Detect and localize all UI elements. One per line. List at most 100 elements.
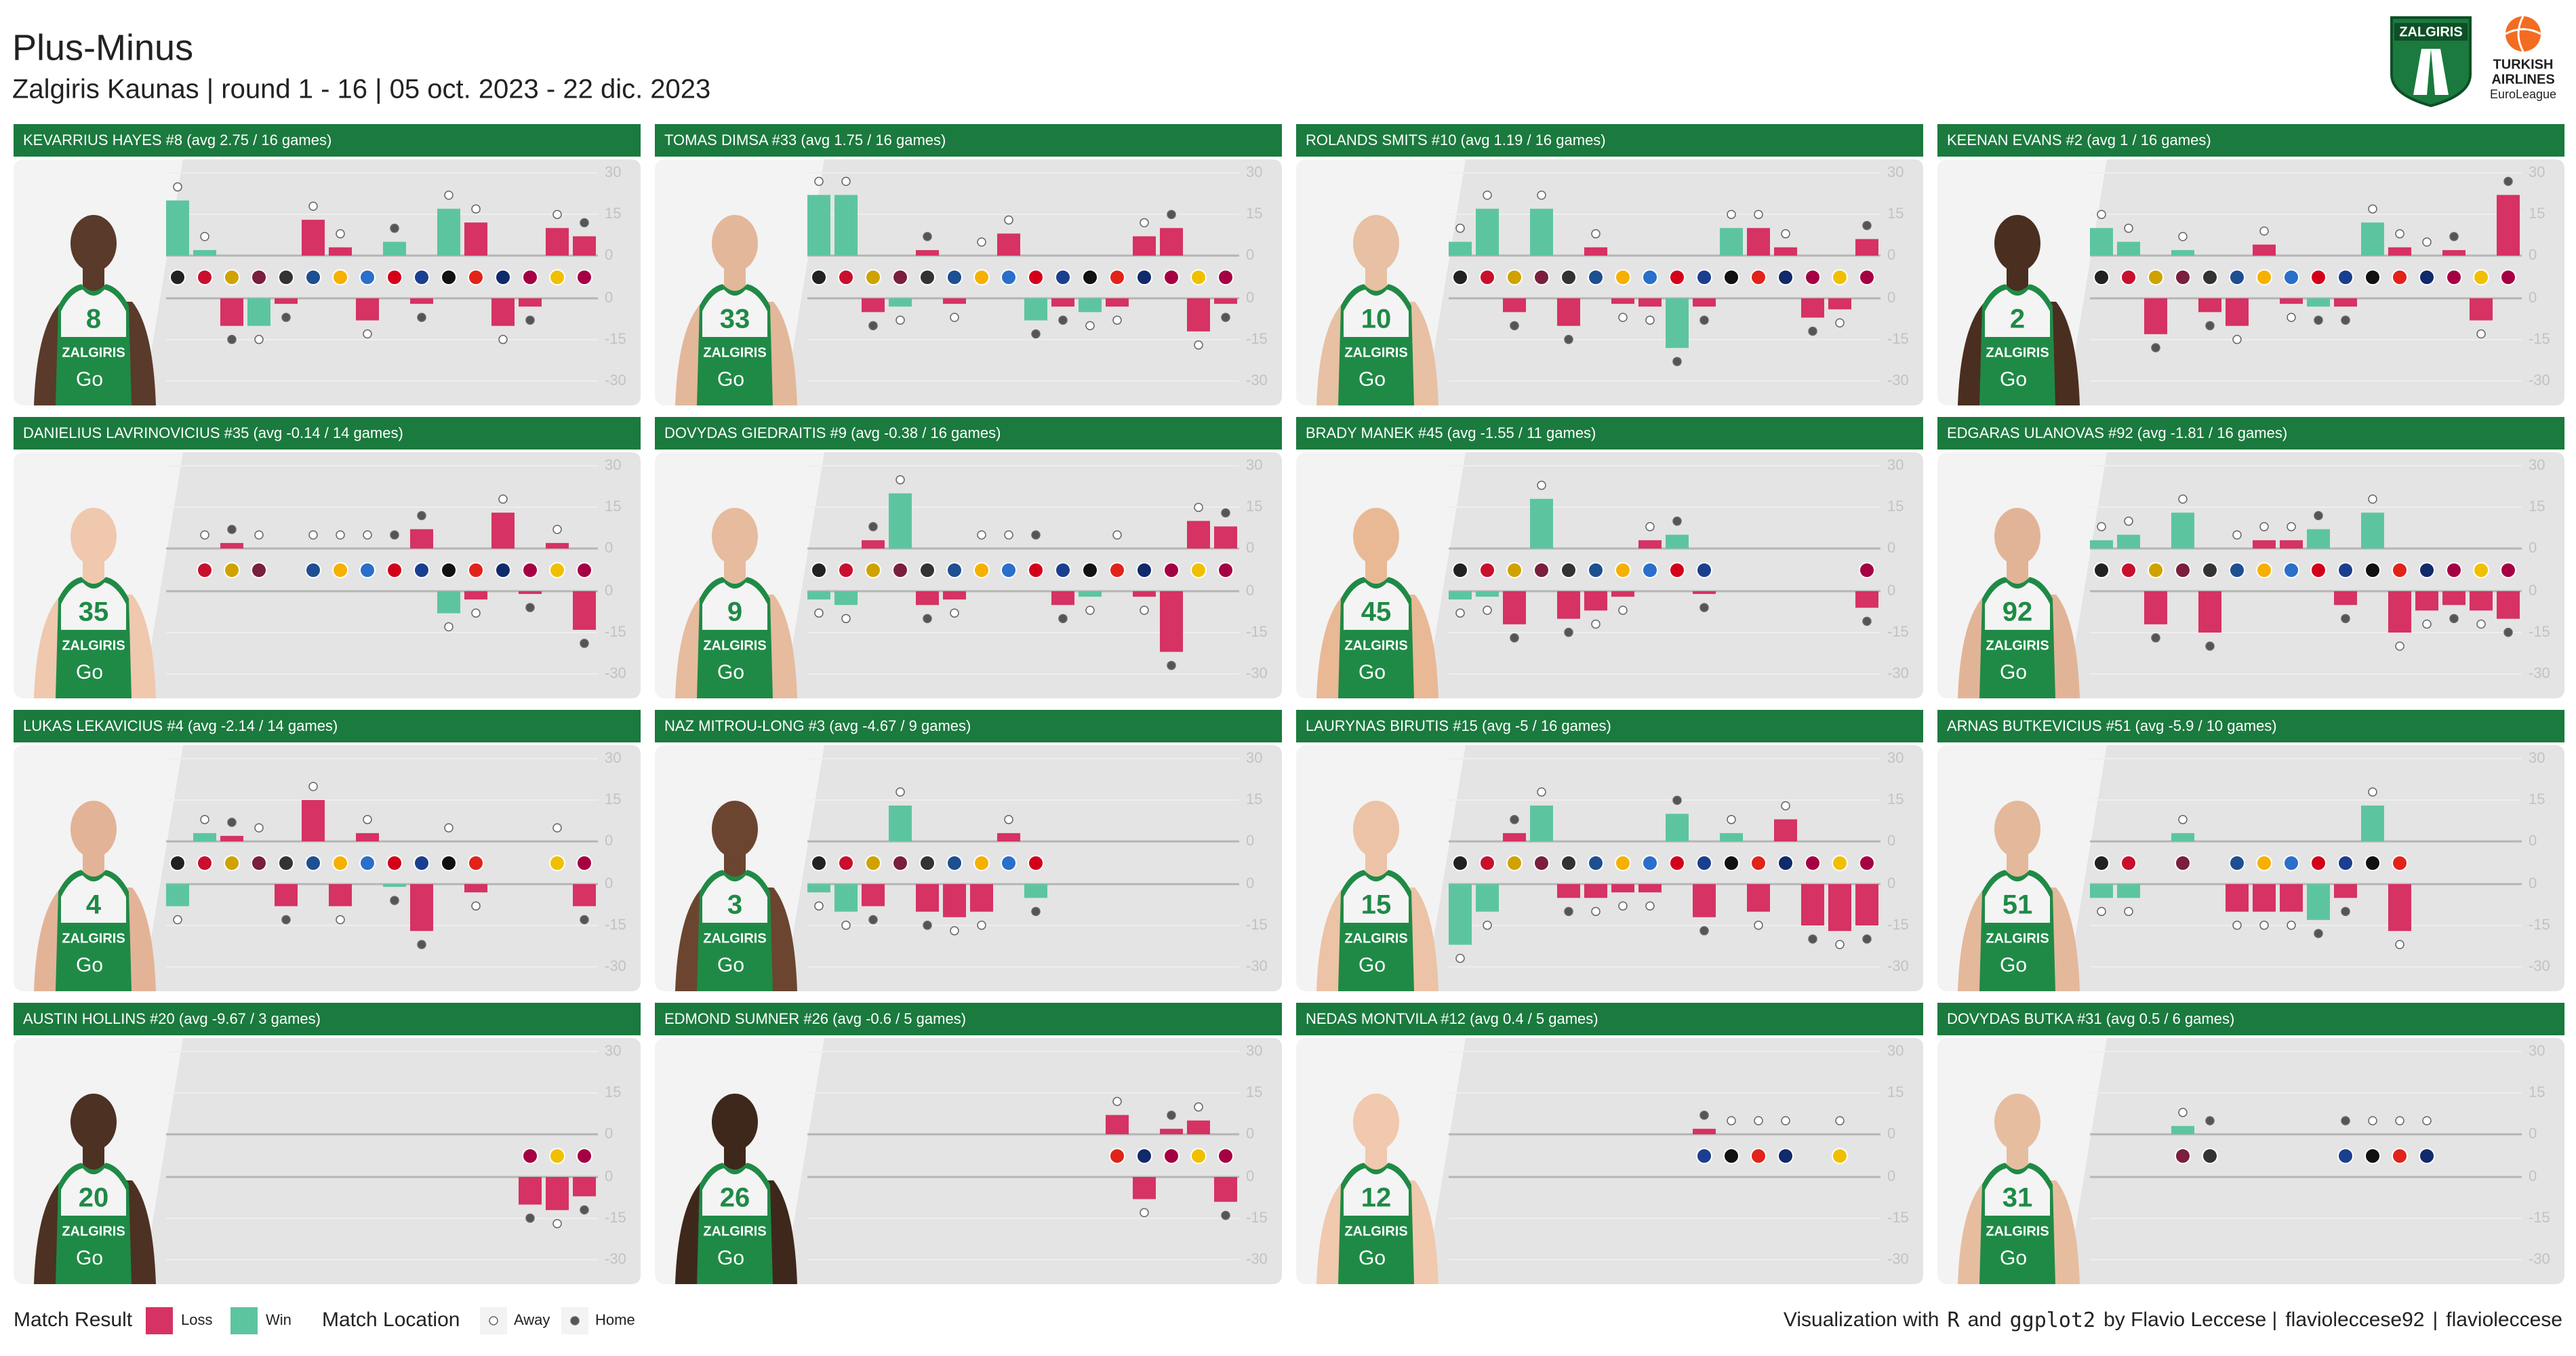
opponent-logo (1561, 562, 1577, 578)
location-dot (444, 823, 454, 833)
bar (2442, 250, 2466, 256)
y-tick-label: 0 (605, 246, 613, 263)
bar (546, 228, 569, 256)
bar (1160, 228, 1183, 256)
opponent-logo (359, 855, 376, 871)
location-dot (1112, 530, 1122, 540)
location-dot (281, 313, 291, 322)
y-tick-label: 30 (1887, 749, 1904, 766)
bar (1666, 534, 1689, 549)
jersey-brand: ZALGIRIS (62, 931, 125, 946)
y-tick-label: 15 (1887, 791, 1904, 807)
opponent-logo (386, 269, 403, 285)
jersey-brand: ZALGIRIS (703, 931, 766, 946)
opponent-logo (1190, 1148, 1207, 1164)
bar (464, 884, 487, 893)
jersey-number: 45 (1361, 597, 1392, 627)
opponent-logo (1777, 855, 1794, 871)
location-dot (841, 614, 851, 624)
bar (970, 884, 993, 912)
location-dot (200, 530, 209, 540)
legend-swatch (146, 1307, 173, 1334)
y-tick-label: -30 (1887, 664, 1909, 681)
location-dot (977, 530, 986, 540)
player-head (1353, 801, 1399, 858)
location-dot (1085, 321, 1095, 331)
y-tick-label: -30 (1246, 957, 1268, 974)
bar (546, 542, 569, 549)
panel-header (14, 124, 641, 157)
panel-title: LUKAS LEKAVICIUS #4 (avg -2.14 / 14 game… (23, 717, 338, 734)
y-tick-label: 0 (1887, 539, 1895, 556)
bar (1747, 228, 1770, 256)
opponent-logo (251, 855, 267, 871)
opponent-logo (1859, 269, 1875, 285)
opponent-logo (2283, 269, 2299, 285)
bar (275, 298, 298, 304)
credit-part: flavioleccese92 (2285, 1309, 2424, 1331)
location-dot (923, 920, 932, 930)
location-dot (2395, 641, 2404, 651)
opponent-logo (1028, 269, 1044, 285)
opponent-logo (1642, 855, 1658, 871)
bar (834, 195, 858, 256)
panel-title: LAURYNAS BIRUTIS #15 (avg -5 / 16 games) (1306, 717, 1611, 734)
location-dot (1167, 660, 1176, 671)
bar (1638, 884, 1662, 893)
jersey-brand: ZALGIRIS (1344, 1224, 1407, 1239)
opponent-logo (1859, 855, 1875, 871)
y-tick-label: 0 (605, 289, 613, 306)
bar (834, 884, 858, 912)
bar (1160, 591, 1183, 652)
location-dot (336, 229, 345, 239)
bar (2388, 884, 2411, 932)
bar (302, 220, 325, 256)
y-tick-label: 0 (1887, 832, 1895, 849)
location-dot (552, 823, 562, 833)
bar (1557, 884, 1580, 898)
opponent-logo (1777, 1148, 1794, 1164)
panel-header (655, 417, 1282, 450)
bar (437, 208, 460, 256)
y-tick-label: -15 (2529, 916, 2550, 933)
y-tick-label: -30 (605, 372, 626, 388)
bar (2090, 228, 2113, 256)
opponent-logo (1082, 562, 1098, 578)
jersey-brand: ZALGIRIS (703, 1224, 766, 1239)
y-tick-label: 15 (1246, 791, 1262, 807)
bar (220, 542, 243, 549)
location-dot (1564, 627, 1573, 637)
location-dot (281, 915, 291, 925)
opponent-logo (414, 855, 430, 871)
location-dot (2097, 522, 2106, 532)
y-tick-label: 0 (1887, 1168, 1895, 1184)
bar (410, 298, 433, 304)
jersey-chest (1985, 1168, 2050, 1216)
panel-header (1296, 710, 1923, 742)
panel-title: DOVYDAS BUTKA #31 (avg 0.5 / 6 games) (1947, 1010, 2234, 1027)
location-dot (2124, 516, 2133, 526)
y-tick-label: 0 (1887, 289, 1895, 306)
location-dot (200, 815, 209, 824)
opponent-logo (414, 562, 430, 578)
player-head (1994, 508, 2040, 565)
jersey-sponsor: Go (2000, 368, 2027, 391)
player-head (71, 215, 117, 272)
bar (2280, 298, 2303, 304)
y-tick-label: -30 (605, 957, 626, 974)
jersey-sponsor: Go (2000, 661, 2027, 683)
location-dot (2503, 627, 2513, 637)
location-dot (814, 608, 824, 618)
y-tick-label: -15 (1246, 916, 1268, 933)
bar (1079, 591, 1102, 597)
location-dot (1004, 215, 1013, 225)
bar (1828, 884, 1851, 932)
opponent-logo (2364, 562, 2381, 578)
y-tick-label: 30 (1887, 456, 1904, 473)
credit-part: flavioleccese (2446, 1309, 2562, 1331)
opponent-logo (197, 562, 213, 578)
location-dot (950, 608, 959, 618)
location-dot (2232, 334, 2242, 344)
opponent-logo (359, 269, 376, 285)
bar (1855, 591, 1878, 608)
